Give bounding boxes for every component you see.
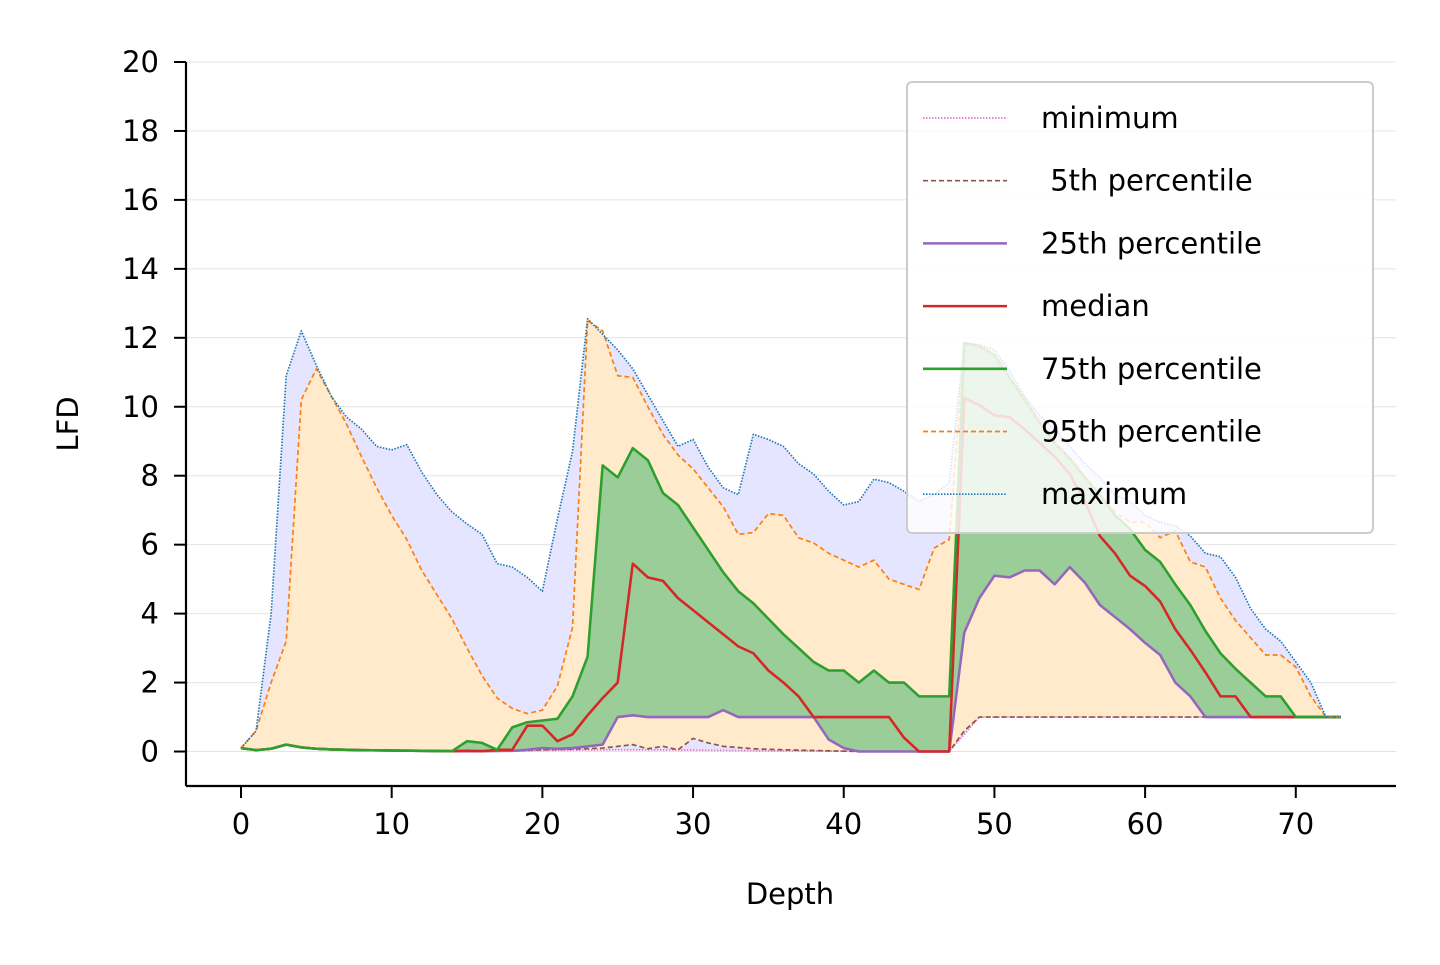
x-tick-label: 40 <box>825 807 862 841</box>
band-5th-percentile-to-95th-percentile <box>241 320 1341 752</box>
band-25th-percentile-to-75th-percentile <box>241 342 1341 752</box>
legend-label-75th-percentile: 75th percentile <box>1041 352 1262 386</box>
y-axis-label: LFD <box>51 396 85 451</box>
y-tick-label: 4 <box>141 597 159 631</box>
series-line-75th-percentile <box>240 341 1341 753</box>
x-tick-label: 70 <box>1277 807 1314 841</box>
legend-label-maximum: maximum <box>1041 477 1187 511</box>
axes: 0 2 4 6 8 10 12 14 16 18 20 0 10 20 30 40 50 60 70 <box>122 45 1396 841</box>
legend-label-minimum: minimum <box>1041 101 1179 135</box>
x-tick-label: 60 <box>1127 807 1164 841</box>
x-tick-label: 10 <box>373 807 410 841</box>
legend-box <box>906 81 1374 534</box>
series-lines <box>240 317 1341 753</box>
x-tick-label: 50 <box>976 807 1013 841</box>
y-tick-label: 8 <box>141 459 159 493</box>
y-tick-label: 20 <box>122 45 159 79</box>
y-tick-label: 18 <box>122 114 159 148</box>
y-tick-label: 0 <box>141 735 159 769</box>
y-tick-label: 12 <box>122 321 159 355</box>
y-tick-label: 14 <box>122 252 159 286</box>
series-line-minimum <box>240 716 1341 753</box>
legend-label-median: median <box>1041 289 1150 323</box>
legend-label-5th-percentile: 5th percentile <box>1041 164 1253 198</box>
x-tick-label: 30 <box>675 807 712 841</box>
y-tick-label: 6 <box>141 528 159 562</box>
x-tick-label: 0 <box>232 807 250 841</box>
legend-label-95th-percentile: 95th percentile <box>1041 415 1262 449</box>
percentile-bands <box>241 318 1341 752</box>
legend-label-25th-percentile: 25th percentile <box>1041 226 1262 260</box>
x-axis-label: Depth <box>746 877 834 911</box>
series-line-median <box>240 396 1341 753</box>
y-tick-label: 2 <box>141 666 159 700</box>
legend: minimum 5th percentile 25th percentile med… <box>906 81 1374 534</box>
y-tick-label: 16 <box>122 183 159 217</box>
series-line-95th-percentile <box>240 319 1341 749</box>
series-line-maximum <box>240 317 1341 749</box>
x-tick-label: 20 <box>524 807 561 841</box>
y-tick-label: 10 <box>122 390 159 424</box>
